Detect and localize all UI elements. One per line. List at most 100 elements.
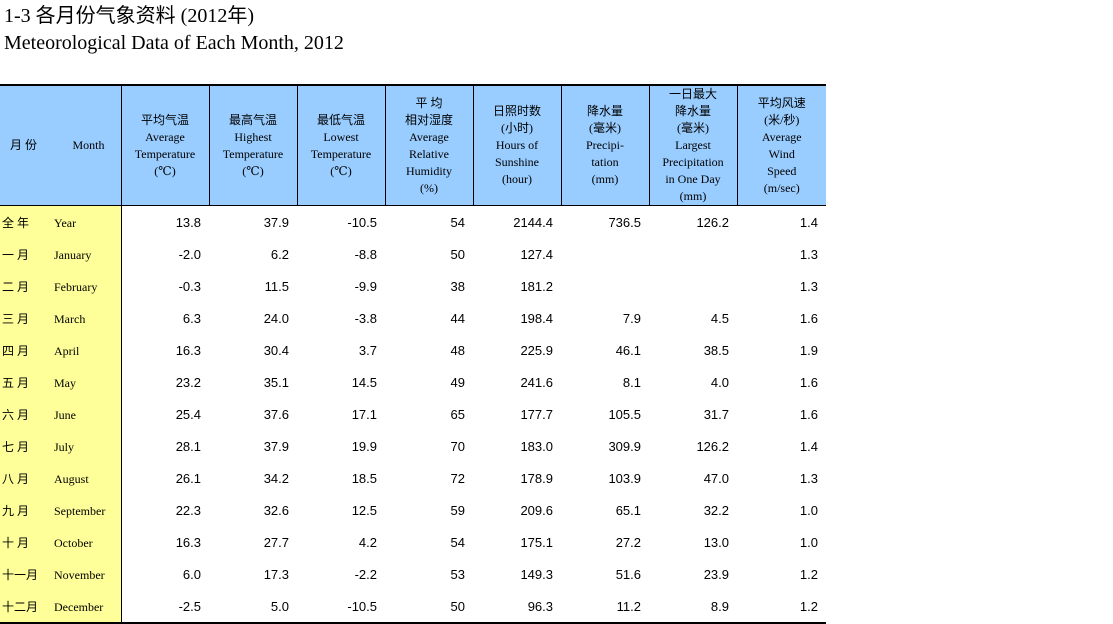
header-col-7-line-1: (米/秒) bbox=[764, 112, 800, 127]
header-col-3-line-5: (%) bbox=[420, 180, 438, 195]
value-cell: 8.9 bbox=[649, 590, 737, 624]
month-en: May bbox=[54, 375, 76, 390]
value-cell: 30.4 bbox=[263, 342, 289, 358]
value-cell: 1.3 bbox=[799, 470, 818, 486]
value-cell: 31.7 bbox=[703, 406, 729, 422]
value-cell: 14.5 bbox=[351, 374, 377, 390]
value-cell: -2.0 bbox=[178, 246, 201, 262]
header-col-3-line-0: 平 均 bbox=[415, 95, 443, 110]
value-cell: 105.5 bbox=[608, 406, 641, 422]
value-cell: 1.2 bbox=[799, 566, 818, 582]
header-col-6-line-3: Largest bbox=[675, 138, 711, 152]
month-cell: 十二月 December bbox=[0, 590, 122, 624]
value-cell: 17.3 bbox=[263, 566, 289, 582]
value-cell: 149.3 bbox=[520, 566, 553, 582]
month-en: April bbox=[54, 343, 80, 358]
month-cell: 九 月 September bbox=[0, 494, 122, 526]
meteorological-data-table: 月 份 Month 平均气温 Average Temperature (℃) 最高气温 H… bbox=[0, 84, 826, 624]
value-cell: 32.2 bbox=[703, 502, 729, 518]
header-col-4-line-1: (小时) bbox=[501, 121, 533, 135]
value-cell: -2.2 bbox=[354, 566, 377, 582]
value-cell: 34.2 bbox=[263, 470, 289, 486]
table-row: 一 月 January -2.0 6.2 -8.8 50 127.4 1.3 bbox=[0, 238, 826, 270]
value-cell bbox=[649, 270, 737, 302]
header-col-2-line-0: 最低气温 bbox=[316, 112, 365, 127]
value-cell: 13.8 bbox=[175, 214, 201, 230]
table-header: 月 份 Month 平均气温 Average Temperature (℃) 最高气温 H… bbox=[0, 84, 826, 206]
value-cell bbox=[561, 238, 649, 270]
month-zh: 十一月 bbox=[2, 567, 39, 582]
value-cell: 18.5 bbox=[351, 470, 377, 486]
value-cell: 198.4 bbox=[520, 310, 553, 326]
value-cell: 50 bbox=[450, 246, 465, 262]
table-row: 五 月 May 23.2 35.1 14.5 49 241.6 8.1 4.0 1.6 bbox=[0, 366, 826, 398]
month-en: March bbox=[54, 311, 86, 326]
header-col-7-line-2: Average bbox=[761, 129, 802, 144]
value-cell: 183.0 bbox=[520, 438, 553, 454]
value-cell bbox=[649, 238, 737, 270]
value-cell: 1.4 bbox=[799, 214, 818, 230]
value-cell: 1.6 bbox=[799, 310, 818, 326]
value-cell: 32.6 bbox=[263, 502, 289, 518]
value-cell: 26.1 bbox=[175, 470, 201, 486]
header-col-6-line-0: 一日最大 bbox=[668, 87, 717, 101]
title-english: Meteorological Data of Each Month, 2012 bbox=[4, 32, 344, 54]
header-col-1-line-0: 最高气温 bbox=[228, 112, 277, 127]
header-col-4-line-4: (hour) bbox=[502, 172, 532, 186]
header-col-6-line-2: (毫米) bbox=[677, 121, 709, 135]
month-zh: 八 月 bbox=[2, 471, 30, 486]
value-cell: 2144.4 bbox=[513, 214, 553, 230]
value-cell: -0.3 bbox=[178, 278, 201, 294]
table-row: 全 年 Year 13.8 37.9 -10.5 54 2144.4 736.5 126.2 1.… bbox=[0, 205, 826, 238]
header-col-2-line-2: Temperature bbox=[310, 146, 372, 161]
value-cell: 12.5 bbox=[351, 502, 377, 518]
month-zh: 十 月 bbox=[2, 535, 30, 550]
value-cell: 65 bbox=[450, 406, 465, 422]
month-cell: 七 月 July bbox=[0, 430, 122, 462]
header-col-3-line-3: Relative bbox=[409, 146, 449, 161]
month-zh: 一 月 bbox=[2, 247, 30, 262]
value-cell: 22.3 bbox=[175, 502, 201, 518]
table-row: 九 月 September 22.3 32.6 12.5 59 209.6 65.1 32.2 1… bbox=[0, 494, 826, 526]
header-col-7: 平均风速 (米/秒) Average Wind Speed (m/sec) bbox=[736, 84, 826, 206]
value-cell: 65.1 bbox=[615, 502, 641, 518]
value-cell: 181.2 bbox=[520, 278, 553, 294]
header-col-2-line-3: (℃) bbox=[330, 163, 352, 178]
value-cell: 736.5 bbox=[608, 214, 641, 230]
value-cell: 178.9 bbox=[520, 470, 553, 486]
month-zh: 四 月 bbox=[2, 343, 30, 358]
month-en: January bbox=[54, 247, 92, 262]
value-cell: 72 bbox=[450, 470, 465, 486]
value-cell: 126.2 bbox=[696, 214, 729, 230]
header-col-5-line-2: Precipi- bbox=[586, 138, 624, 152]
table-row: 十二月 December -2.5 5.0 -10.5 50 96.3 11.2 8.9 1.2 bbox=[0, 590, 826, 624]
value-cell: 1.0 bbox=[799, 502, 818, 518]
header-col-6: 一日最大 降水量 (毫米) Largest Precipitation in One Da… bbox=[648, 84, 737, 206]
month-cell: 全 年 Year bbox=[0, 205, 122, 238]
value-cell: 38.5 bbox=[703, 342, 729, 358]
header-col-3-line-1: 相对湿度 bbox=[404, 112, 453, 127]
header-col-1-line-1: Highest bbox=[234, 129, 272, 144]
month-zh: 十二月 bbox=[2, 599, 39, 614]
value-cell: 6.3 bbox=[182, 310, 201, 326]
header-col-0-line-1: Average bbox=[145, 129, 185, 144]
header-col-5-line-1: (毫米) bbox=[589, 121, 621, 135]
header-col-3: 平 均相对湿度 Average Relative Humidity (%) bbox=[384, 84, 473, 206]
value-cell: 11.5 bbox=[264, 278, 289, 294]
value-cell: 4.5 bbox=[710, 310, 729, 326]
value-cell: 1.3 bbox=[799, 246, 818, 262]
header-col-2: 最低气温 Lowest Temperature (℃) bbox=[296, 84, 385, 206]
month-cell: 一 月 January bbox=[0, 238, 122, 270]
value-cell: 51.6 bbox=[615, 566, 641, 582]
month-en: November bbox=[54, 567, 105, 582]
value-cell: 37.9 bbox=[263, 214, 289, 230]
value-cell: 241.6 bbox=[520, 374, 553, 390]
month-zh: 七 月 bbox=[2, 439, 30, 454]
value-cell: 23.9 bbox=[703, 566, 729, 582]
header-col-7-line-3: Wind bbox=[768, 146, 795, 161]
month-zh: 九 月 bbox=[2, 503, 30, 518]
value-cell: 19.9 bbox=[351, 438, 377, 454]
value-cell: 59 bbox=[450, 502, 465, 518]
value-cell: 16.3 bbox=[175, 342, 201, 358]
header-col-5-line-3: tation bbox=[591, 155, 619, 169]
